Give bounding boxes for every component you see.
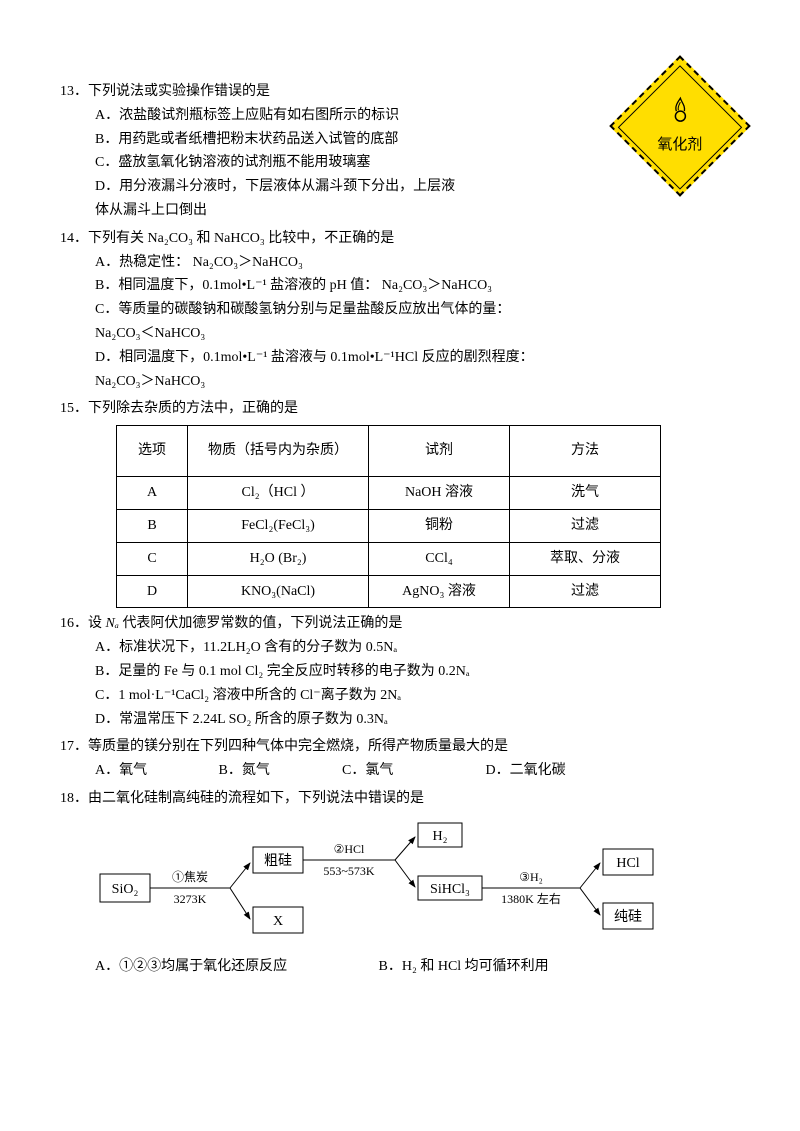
- q-stem-na: Nₐ: [106, 616, 119, 631]
- q-number: 15．: [60, 401, 88, 416]
- svg-text:3273K: 3273K: [174, 892, 207, 906]
- option-d: D．相同温度下，0.1mol•L⁻¹ 盐溶液与 0.1mol•L⁻¹HCl 反应…: [60, 346, 740, 370]
- svg-text:SiO₂: SiO₂: [112, 882, 139, 897]
- th: 选项: [117, 426, 188, 477]
- option-d: D．常温常压下 2.24L SO₂ 所含的原子数为 0.3Nₐ: [60, 708, 740, 732]
- option-b: B．足量的 Fe 与 0.1 mol Cl₂ 完全反应时转移的电子数为 0.2N…: [60, 660, 740, 684]
- q-number: 14．: [60, 231, 88, 246]
- option-c-cont: Na₂CO₃＜NaHCO₃: [60, 322, 740, 346]
- question-18: 18．由二氧化硅制高纯硅的流程如下，下列说法中错误的是 SiO₂ ①焦炭 327…: [60, 787, 740, 979]
- q-number: 18．: [60, 791, 88, 806]
- q-stem: 等质量的镁分别在下列四种气体中完全燃烧，所得产物质量最大的是: [88, 739, 508, 754]
- svg-text:HCl: HCl: [616, 856, 639, 871]
- option-a: A．标准状况下，11.2LH₂O 含有的分子数为 0.5Nₐ: [60, 636, 740, 660]
- q-stem: 下列有关 Na₂CO₃ 和 NaHCO₃ 比较中，不正确的是: [88, 231, 394, 246]
- process-flow-diagram: SiO₂ ①焦炭 3273K 粗硅 X ②HCl 553~573K H₂ SiH…: [95, 819, 740, 949]
- table-row: CH₂O (Br₂)CCl₄萃取、分液: [117, 542, 661, 575]
- option-a: A．热稳定性： Na₂CO₃＞NaHCO₃: [60, 251, 740, 275]
- q-stem-suffix: 代表阿伏加德罗常数的值，下列说法正确的是: [119, 616, 403, 631]
- svg-text:553~573K: 553~573K: [323, 864, 374, 878]
- svg-text:SiHCl₃: SiHCl₃: [430, 882, 470, 897]
- option-c: C．等质量的碳酸钠和碳酸氢钠分别与足量盐酸反应放出气体的量：: [60, 298, 740, 322]
- option-a: A．①②③均属于氧化还原反应: [95, 955, 375, 979]
- svg-text:粗硅: 粗硅: [264, 853, 292, 869]
- table-row: DKNO₃(NaCl)AgNO₃ 溶液过滤: [117, 575, 661, 608]
- svg-text:X: X: [273, 914, 283, 929]
- svg-text:③H₂: ③H₂: [519, 870, 543, 884]
- table-header-row: 选项 物质（括号内为杂质） 试剂 方法: [117, 426, 661, 477]
- flow-svg: SiO₂ ①焦炭 3273K 粗硅 X ②HCl 553~573K H₂ SiH…: [95, 819, 695, 949]
- q-stem: 下列除去杂质的方法中，正确的是: [88, 401, 298, 416]
- svg-text:②HCl: ②HCl: [334, 842, 365, 856]
- option-c: C．1 mol·L⁻¹CaCl₂ 溶液中所含的 Cl⁻离子数为 2Nₐ: [60, 684, 740, 708]
- q-stem-prefix: 设: [88, 616, 106, 631]
- q-stem: 由二氧化硅制高纯硅的流程如下，下列说法中错误的是: [88, 791, 424, 806]
- flame-over-circle-icon: [665, 97, 695, 123]
- option-d: D．用分液漏斗分液时，下层液体从漏斗颈下分出，上层液: [60, 175, 740, 199]
- question-16: 16．设 Nₐ 代表阿伏加德罗常数的值，下列说法正确的是 A．标准状况下，11.…: [60, 612, 740, 731]
- q-number: 17．: [60, 739, 88, 754]
- svg-text:纯硅: 纯硅: [614, 909, 642, 925]
- table-row: BFeCl₂(FeCl₃)铜粉过滤: [117, 509, 661, 542]
- question-13: 氧化剂 13．下列说法或实验操作错误的是 A．浓盐酸试剂瓶标签上应贴有如右图所示…: [60, 80, 740, 223]
- q-stem: 下列说法或实验操作错误的是: [88, 84, 270, 99]
- impurity-table: 选项 物质（括号内为杂质） 试剂 方法 ACl₂（HCl ）NaOH 溶液洗气 …: [116, 425, 661, 608]
- svg-text:1380K 左右: 1380K 左右: [501, 891, 561, 906]
- th: 物质（括号内为杂质）: [188, 426, 369, 477]
- hazard-label: 氧化剂: [657, 133, 702, 159]
- option-d-cont: Na₂CO₃＞NaHCO₃: [60, 370, 740, 394]
- option-a: A．氧气: [95, 759, 215, 783]
- option-b: B．相同温度下，0.1mol•L⁻¹ 盐溶液的 pH 值： Na₂CO₃＞NaH…: [60, 274, 740, 298]
- th: 方法: [510, 426, 661, 477]
- question-15: 15．下列除去杂质的方法中，正确的是 选项 物质（括号内为杂质） 试剂 方法 A…: [60, 397, 740, 608]
- option-d: D．二氧化碳: [486, 759, 566, 783]
- svg-text:①焦炭: ①焦炭: [172, 870, 208, 884]
- option-d-cont: 体从漏斗上口倒出: [60, 199, 740, 223]
- question-17: 17．等质量的镁分别在下列四种气体中完全燃烧，所得产物质量最大的是 A．氧气 B…: [60, 735, 740, 783]
- hazard-diamond: 氧化剂: [630, 76, 730, 176]
- q-number: 16．: [60, 616, 88, 631]
- th: 试剂: [369, 426, 510, 477]
- question-14: 14．下列有关 Na₂CO₃ 和 NaHCO₃ 比较中，不正确的是 A．热稳定性…: [60, 227, 740, 394]
- option-b: B．H₂ 和 HCl 均可循环利用: [379, 955, 549, 979]
- table-row: ACl₂（HCl ）NaOH 溶液洗气: [117, 477, 661, 510]
- q-number: 13．: [60, 84, 88, 99]
- option-c: C．氯气: [342, 759, 482, 783]
- option-b: B．氮气: [219, 759, 339, 783]
- svg-text:H₂: H₂: [433, 829, 448, 844]
